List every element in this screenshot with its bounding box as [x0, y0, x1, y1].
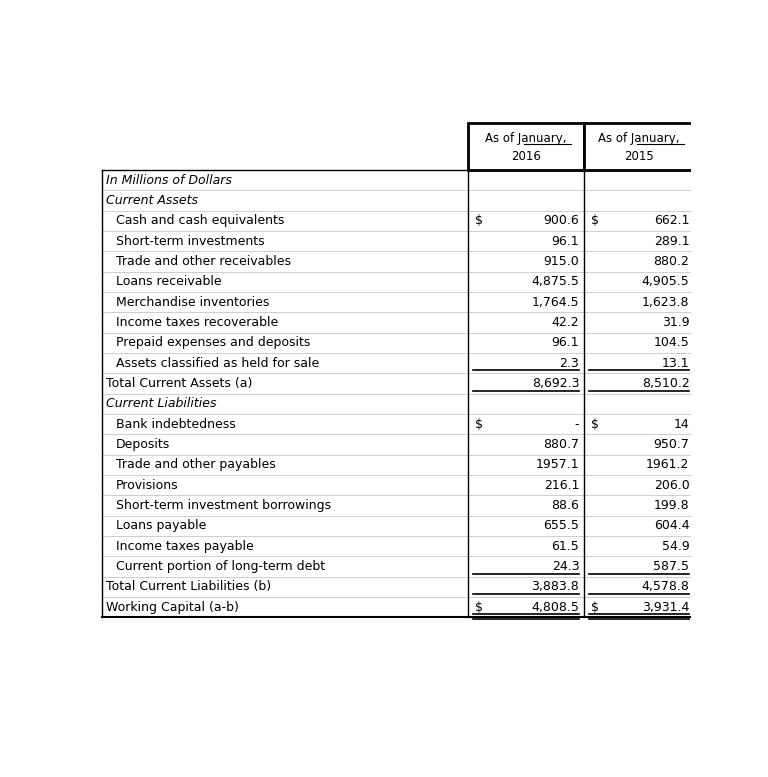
Text: 13.1: 13.1: [662, 357, 690, 370]
Text: Working Capital (a-b): Working Capital (a-b): [105, 601, 238, 614]
Text: Total Current Assets (a): Total Current Assets (a): [105, 377, 252, 390]
Text: 96.1: 96.1: [551, 235, 579, 248]
Text: Trade and other payables: Trade and other payables: [116, 458, 276, 472]
Text: 24.3: 24.3: [551, 560, 579, 573]
Text: 4,875.5: 4,875.5: [531, 275, 579, 288]
Text: Assets classified as held for sale: Assets classified as held for sale: [116, 357, 319, 370]
Text: 604.4: 604.4: [654, 519, 690, 532]
Text: 655.5: 655.5: [544, 519, 579, 532]
Text: 1,764.5: 1,764.5: [531, 296, 579, 308]
Text: 2.3: 2.3: [560, 357, 579, 370]
Text: $: $: [591, 214, 599, 228]
Text: 14: 14: [674, 418, 690, 430]
Text: Provisions: Provisions: [116, 479, 179, 492]
Text: 4,808.5: 4,808.5: [531, 601, 579, 614]
Text: As of January,: As of January,: [598, 131, 680, 145]
Text: In Millions of Dollars: In Millions of Dollars: [105, 173, 231, 186]
Text: 1957.1: 1957.1: [535, 458, 579, 472]
Text: $: $: [475, 418, 483, 430]
Text: 42.2: 42.2: [551, 316, 579, 329]
Text: Current Assets: Current Assets: [105, 194, 197, 207]
Text: 900.6: 900.6: [544, 214, 579, 228]
Text: 216.1: 216.1: [544, 479, 579, 492]
Text: Bank indebtedness: Bank indebtedness: [116, 418, 236, 430]
Text: 3,883.8: 3,883.8: [531, 580, 579, 594]
Text: As of January,: As of January,: [485, 131, 567, 145]
Text: 662.1: 662.1: [654, 214, 690, 228]
Text: Income taxes recoverable: Income taxes recoverable: [116, 316, 279, 329]
Text: Trade and other receivables: Trade and other receivables: [116, 255, 291, 268]
Text: Deposits: Deposits: [116, 438, 170, 451]
Text: Prepaid expenses and deposits: Prepaid expenses and deposits: [116, 336, 310, 350]
Text: Loans payable: Loans payable: [116, 519, 207, 532]
Text: 2016: 2016: [511, 150, 541, 163]
Text: 289.1: 289.1: [654, 235, 690, 248]
Text: 199.8: 199.8: [654, 499, 690, 512]
Text: 8,510.2: 8,510.2: [642, 377, 690, 390]
Bar: [584, 123, 694, 170]
Text: Cash and cash equivalents: Cash and cash equivalents: [116, 214, 285, 228]
Text: 880.2: 880.2: [654, 255, 690, 268]
Text: Short-term investment borrowings: Short-term investment borrowings: [116, 499, 331, 512]
Text: Merchandise inventories: Merchandise inventories: [116, 296, 270, 308]
Text: Income taxes payable: Income taxes payable: [116, 540, 254, 552]
Text: 3,931.4: 3,931.4: [642, 601, 690, 614]
Text: 206.0: 206.0: [654, 479, 690, 492]
Text: Loans receivable: Loans receivable: [116, 275, 222, 288]
Text: 96.1: 96.1: [551, 336, 579, 350]
Text: 880.7: 880.7: [543, 438, 579, 451]
Text: $: $: [475, 601, 483, 614]
Text: 1961.2: 1961.2: [646, 458, 690, 472]
Text: 1,623.8: 1,623.8: [642, 296, 690, 308]
Text: 88.6: 88.6: [551, 499, 579, 512]
Text: 54.9: 54.9: [662, 540, 690, 552]
Text: 4,578.8: 4,578.8: [641, 580, 690, 594]
Text: 4,905.5: 4,905.5: [642, 275, 690, 288]
Text: $: $: [591, 418, 599, 430]
Text: 2015: 2015: [624, 150, 654, 163]
Text: 31.9: 31.9: [662, 316, 690, 329]
Text: 587.5: 587.5: [654, 560, 690, 573]
Bar: [468, 123, 584, 170]
Text: $: $: [475, 214, 483, 228]
Text: Total Current Liabilities (b): Total Current Liabilities (b): [105, 580, 270, 594]
Text: Current Liabilities: Current Liabilities: [105, 397, 216, 410]
Text: 8,692.3: 8,692.3: [531, 377, 579, 390]
Text: 950.7: 950.7: [654, 438, 690, 451]
Text: $: $: [591, 601, 599, 614]
Text: Current portion of long-term debt: Current portion of long-term debt: [116, 560, 326, 573]
Text: 915.0: 915.0: [544, 255, 579, 268]
Text: Short-term investments: Short-term investments: [116, 235, 265, 248]
Text: 61.5: 61.5: [551, 540, 579, 552]
Text: -: -: [574, 418, 579, 430]
Text: 104.5: 104.5: [654, 336, 690, 350]
